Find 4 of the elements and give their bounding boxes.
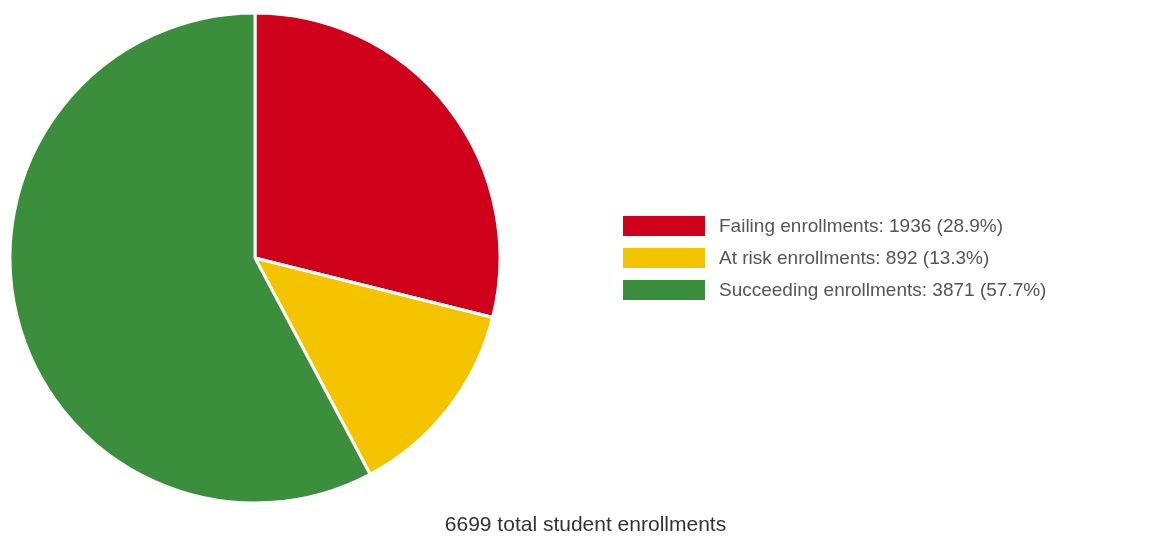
legend-label: At risk enrollments: 892 (13.3%)	[719, 247, 990, 269]
text: 6699 total student enrollments	[443, 512, 728, 536]
legend-label: Failing enrollments: 1936 (28.9%)	[719, 215, 1004, 237]
legend-label: Succeeding enrollments: 3871 (57.7%)	[719, 279, 1047, 301]
